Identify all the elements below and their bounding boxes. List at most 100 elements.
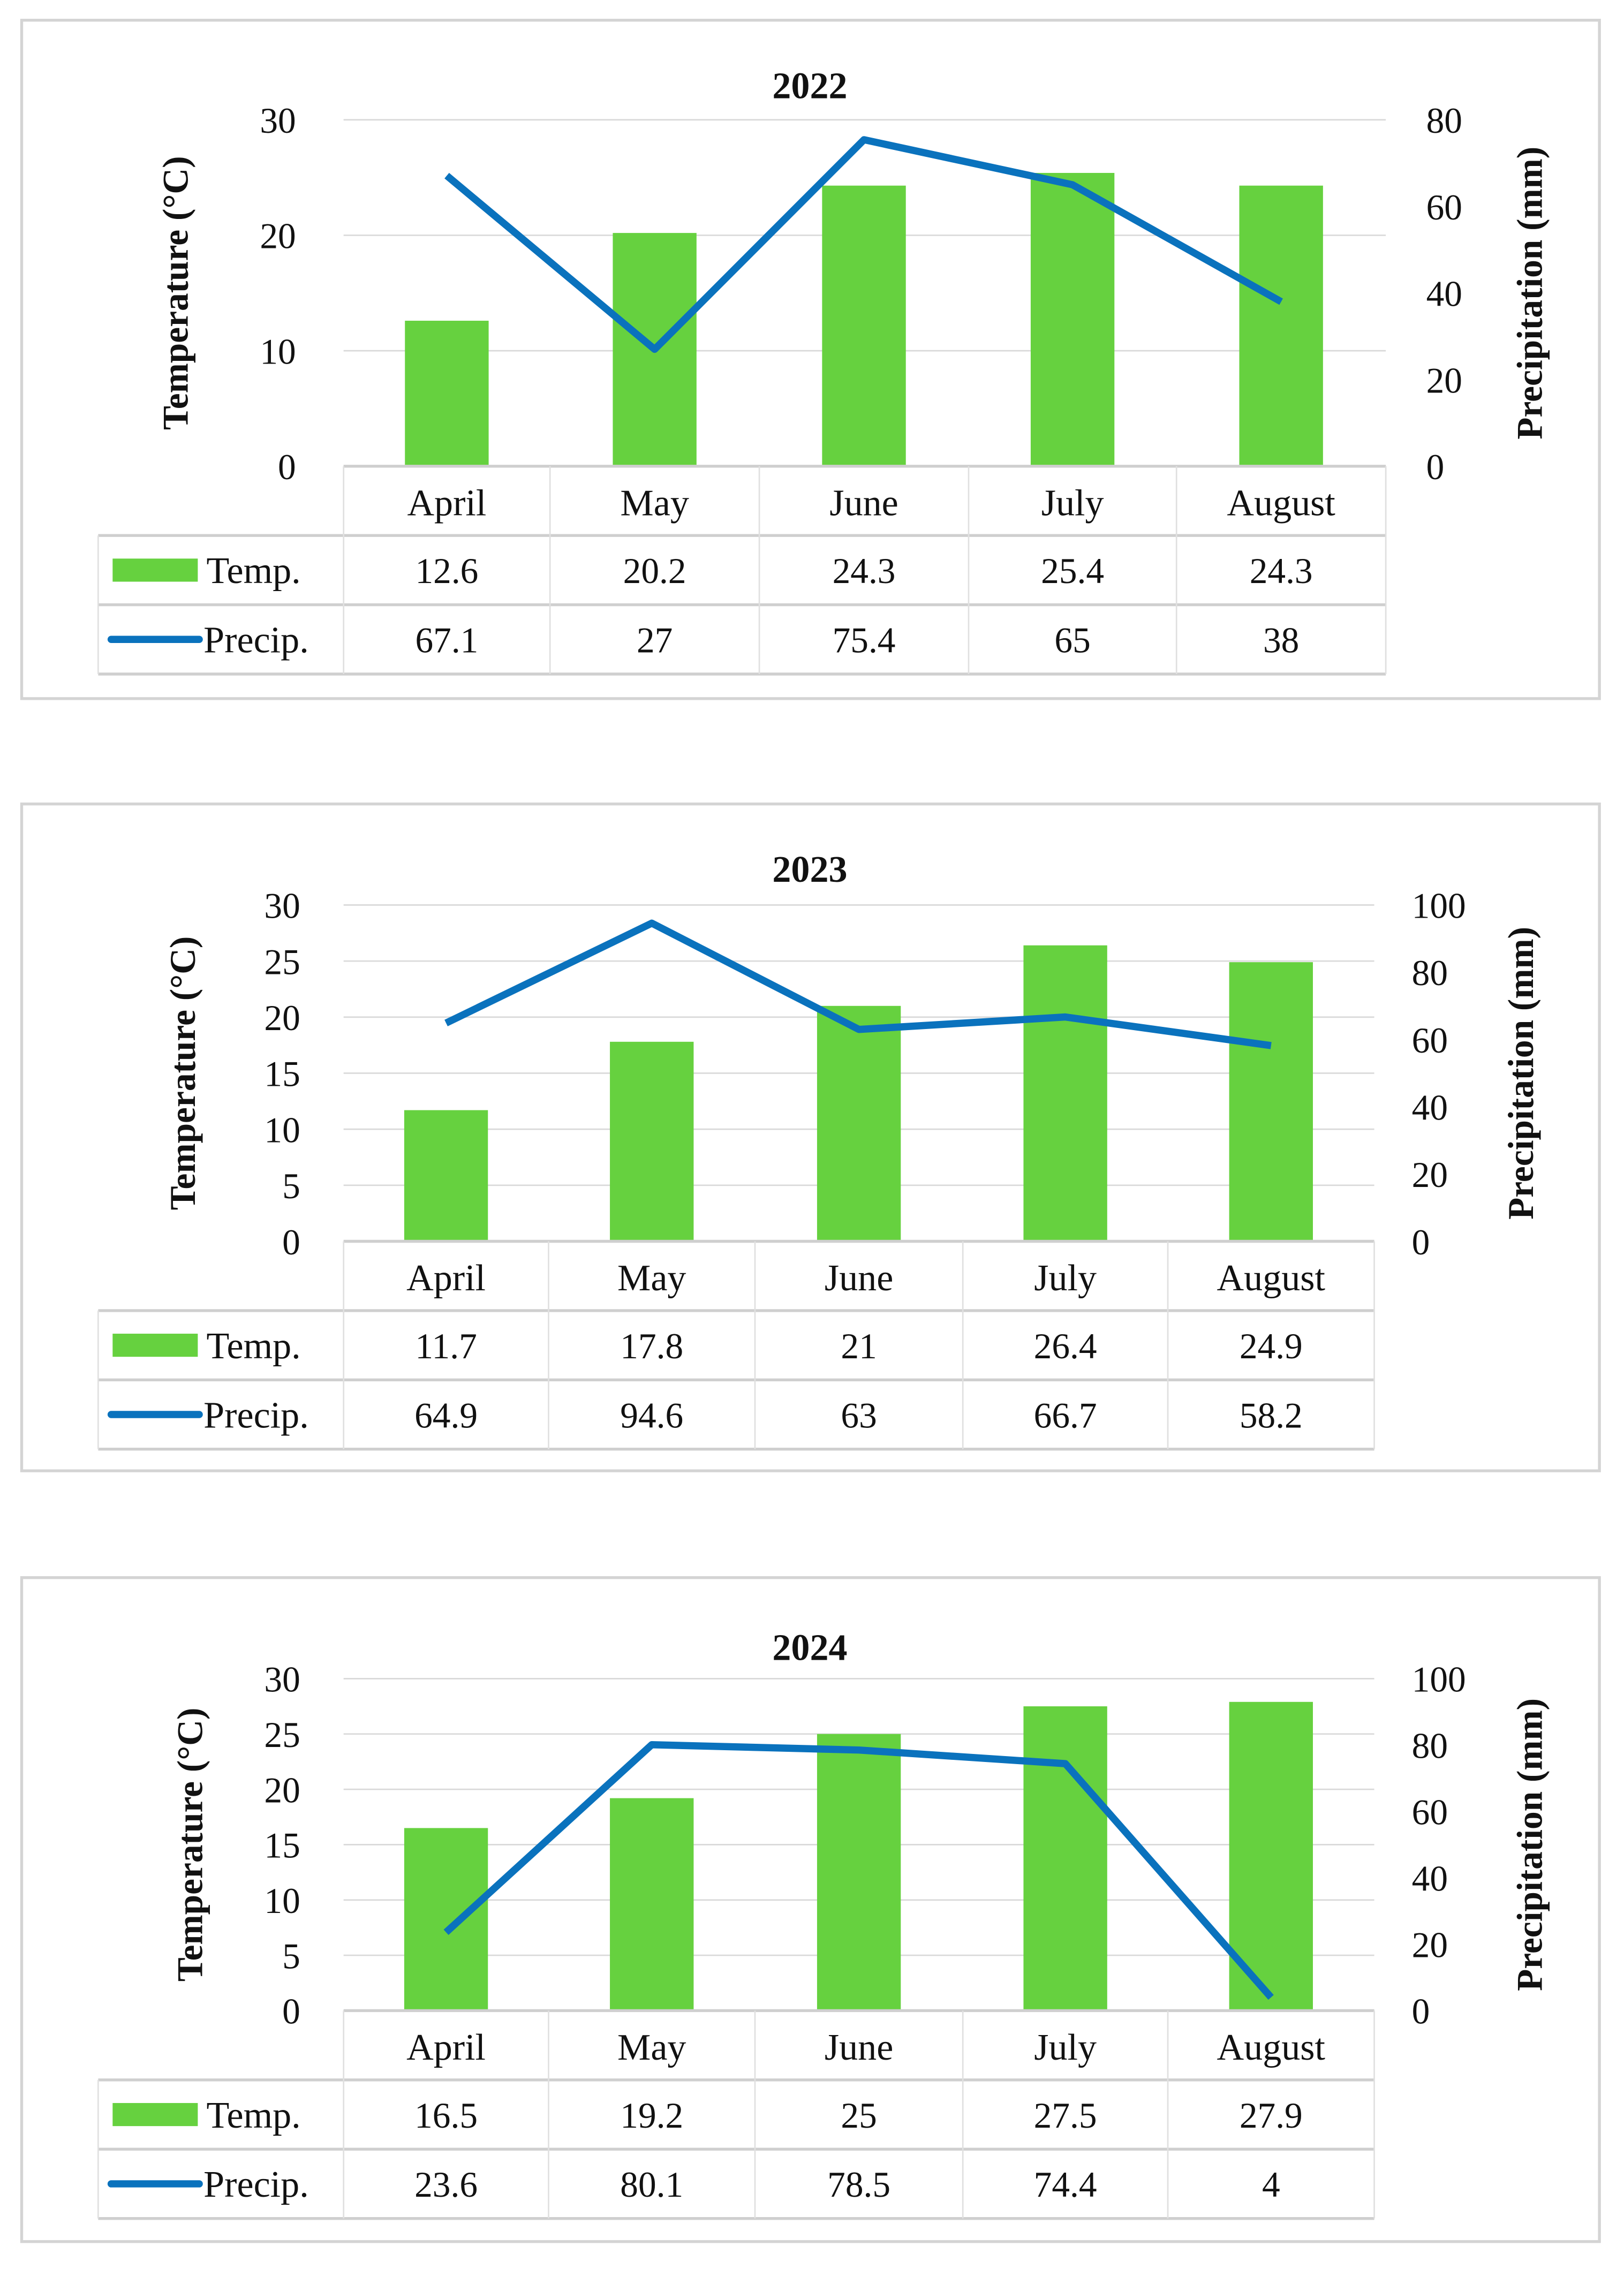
- table-cell-temp: 27.9: [1240, 2096, 1303, 2136]
- y2-tick-label: 0: [1412, 1992, 1430, 2032]
- bar-temp-june: [817, 1734, 901, 2011]
- table-cell-temp: 24.3: [1250, 551, 1313, 591]
- table-cell-precip: 27: [637, 621, 673, 661]
- y-axis-title: Temperature (°C): [163, 936, 203, 1211]
- y-tick-label: 30: [264, 1660, 300, 1700]
- table-cell-precip: 67.1: [415, 621, 478, 661]
- y2-tick-label: 60: [1412, 1020, 1448, 1061]
- legend-label-temp: Temp.: [207, 550, 301, 592]
- precip-point-april: [445, 1932, 447, 1933]
- y-tick-label: 20: [260, 216, 296, 256]
- legend-swatch-temp: [112, 1334, 198, 1357]
- panel-border: [20, 1576, 1601, 2243]
- chart-panel-2024: 2024 0 5 10 15 20 25 30 0 20 40 60 80 100 Temperature …: [20, 1576, 1601, 2243]
- bar-temp-april: [405, 321, 489, 466]
- table-cell-temp: 11.7: [415, 1326, 477, 1366]
- y-tick-label: 20: [264, 1770, 300, 1810]
- table-cell-precip: 64.9: [414, 1395, 478, 1435]
- y-tick-label: 0: [282, 1992, 300, 2032]
- bar-temp-june: [817, 1005, 901, 1242]
- table-cell-temp: 12.6: [415, 551, 478, 591]
- y2-tick-label: 20: [1412, 1925, 1448, 1965]
- y-tick-label: 0: [278, 447, 296, 487]
- y-tick-label: 5: [282, 1936, 300, 1976]
- category-label: August: [1217, 1258, 1326, 1299]
- category-label: June: [829, 482, 898, 524]
- y-tick-label: 5: [282, 1166, 300, 1206]
- bar-temp-may: [610, 1798, 694, 2011]
- category-label: July: [1034, 1258, 1097, 1299]
- y2-tick-label: 40: [1412, 1088, 1448, 1128]
- legend-label-temp: Temp.: [207, 2095, 301, 2136]
- y-axis-title: Temperature (°C): [156, 156, 196, 430]
- table-cell-precip: 4: [1262, 2165, 1280, 2205]
- legend-label-temp: Temp.: [207, 1326, 301, 1367]
- y-tick-label: 10: [264, 1110, 300, 1150]
- bar-temp-august: [1229, 1701, 1313, 2011]
- table-cell-temp: 24.9: [1240, 1326, 1303, 1366]
- table-cell-temp: 21: [841, 1326, 877, 1366]
- y2-tick-label: 80: [1412, 1726, 1448, 1766]
- y2-tick-label: 80: [1412, 953, 1448, 993]
- y-tick-label: 10: [260, 331, 296, 372]
- y-tick-label: 15: [264, 1826, 300, 1866]
- category-label: April: [406, 1258, 486, 1299]
- table-cell-temp: 25: [841, 2096, 877, 2136]
- y2-tick-label: 40: [1412, 1859, 1448, 1899]
- category-label: April: [407, 482, 486, 524]
- category-label: June: [825, 1258, 893, 1299]
- y-tick-label: 20: [264, 998, 300, 1038]
- category-label: August: [1217, 2027, 1326, 2068]
- category-label: July: [1034, 2027, 1097, 2068]
- y-tick-label: 10: [264, 1881, 300, 1921]
- table-cell-temp: 17.8: [620, 1326, 683, 1366]
- bar-temp-april: [404, 1828, 488, 2011]
- category-label: June: [825, 2027, 893, 2068]
- chart-panel-2022: 2022 0 10 20 30 0 20 40 60 80 Temperature (°C) Prec…: [20, 19, 1601, 700]
- category-label: April: [406, 2027, 486, 2068]
- precip-point-may: [654, 349, 655, 350]
- legend-swatch-temp: [112, 2102, 198, 2127]
- y2-tick-label: 40: [1426, 274, 1462, 314]
- y2-tick-label: 0: [1426, 447, 1445, 487]
- table-cell-temp: 27.5: [1034, 2096, 1097, 2136]
- precip-point-april: [445, 1023, 447, 1024]
- table-cell-precip: 66.7: [1034, 1395, 1097, 1435]
- y2-tick-label: 100: [1412, 886, 1466, 926]
- category-label: May: [617, 2027, 686, 2068]
- table-cell-precip: 58.2: [1240, 1395, 1303, 1435]
- y-tick-label: 15: [264, 1054, 300, 1094]
- y2-axis-title: Precipitation (mm): [1509, 147, 1550, 440]
- y2-tick-label: 0: [1412, 1222, 1430, 1262]
- y-tick-label: 0: [282, 1222, 300, 1262]
- bar-temp-june: [822, 185, 906, 466]
- y2-axis-title: Precipitation (mm): [1509, 1698, 1550, 1991]
- legend-label-precip: Precip.: [203, 2164, 309, 2205]
- table-cell-precip: 63: [841, 1395, 877, 1435]
- table-cell-temp: 26.4: [1034, 1326, 1097, 1366]
- y2-tick-label: 60: [1426, 187, 1462, 228]
- table-cell-precip: 74.4: [1034, 2165, 1097, 2205]
- y-tick-label: 25: [264, 1715, 300, 1755]
- table-cell-temp: 25.4: [1041, 551, 1104, 591]
- category-label: July: [1041, 482, 1104, 524]
- table-cell-precip: 75.4: [833, 621, 896, 661]
- panel-border: [20, 19, 1601, 700]
- chart-panel-2023: 2023 0 5 10 15 20 25 30 0 20 40 60 80 100 Temperature …: [20, 802, 1601, 1472]
- bar-temp-may: [610, 1041, 694, 1242]
- table-cell-temp: 19.2: [620, 2096, 683, 2136]
- y2-tick-label: 20: [1426, 360, 1462, 400]
- y2-tick-label: 100: [1412, 1660, 1466, 1700]
- legend-label-precip: Precip.: [203, 1395, 309, 1436]
- bar-temp-july: [1023, 945, 1107, 1242]
- y-axis-title: Temperature (°C): [170, 1708, 210, 1982]
- legend-label-precip: Precip.: [203, 620, 309, 661]
- precip-point-august: [1271, 1997, 1272, 1998]
- chart-title: 2023: [772, 849, 847, 890]
- y-tick-label: 30: [260, 101, 296, 141]
- y-tick-label: 30: [264, 886, 300, 926]
- table-cell-precip: 78.5: [827, 2165, 890, 2205]
- table-cell-precip: 94.6: [620, 1395, 683, 1435]
- chart-title: 2024: [772, 1627, 847, 1668]
